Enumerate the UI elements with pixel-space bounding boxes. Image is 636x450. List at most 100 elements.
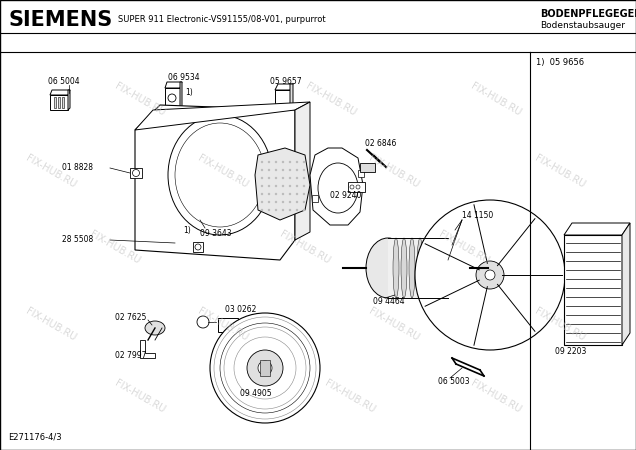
Circle shape (261, 193, 263, 195)
Circle shape (275, 209, 277, 211)
Circle shape (258, 361, 272, 375)
Polygon shape (180, 82, 182, 108)
Text: E271176-4/3: E271176-4/3 (8, 432, 62, 441)
Text: FIX-HUB.RU: FIX-HUB.RU (368, 153, 421, 189)
Circle shape (296, 169, 298, 171)
Circle shape (261, 161, 263, 163)
Text: 09 2203: 09 2203 (555, 347, 586, 356)
Circle shape (356, 185, 360, 189)
Polygon shape (130, 168, 142, 178)
Text: 06 9534: 06 9534 (168, 73, 200, 82)
Circle shape (261, 201, 263, 203)
Polygon shape (135, 102, 310, 130)
Text: FIX-HUB.RU: FIX-HUB.RU (24, 306, 78, 342)
Text: 28 5508: 28 5508 (62, 235, 93, 244)
Polygon shape (622, 223, 630, 345)
Ellipse shape (433, 238, 439, 298)
Text: FIX-HUB.RU: FIX-HUB.RU (469, 81, 523, 117)
Polygon shape (135, 105, 295, 260)
Circle shape (168, 94, 176, 102)
Polygon shape (255, 148, 310, 220)
Circle shape (476, 261, 504, 289)
Text: FIX-HUB.RU: FIX-HUB.RU (24, 153, 78, 189)
Text: 02 9240: 02 9240 (330, 190, 361, 199)
Ellipse shape (425, 238, 431, 298)
Circle shape (289, 177, 291, 179)
Circle shape (282, 161, 284, 163)
Polygon shape (360, 163, 375, 172)
Circle shape (282, 185, 284, 187)
Text: FIX-HUB.RU: FIX-HUB.RU (113, 81, 167, 117)
Circle shape (275, 185, 277, 187)
Circle shape (197, 316, 209, 328)
Text: FIX-HUB.RU: FIX-HUB.RU (469, 378, 523, 414)
Polygon shape (165, 82, 182, 88)
Ellipse shape (441, 238, 447, 298)
Polygon shape (165, 88, 180, 108)
Circle shape (296, 177, 298, 179)
Polygon shape (275, 90, 290, 115)
Circle shape (296, 201, 298, 203)
Ellipse shape (318, 163, 358, 213)
Ellipse shape (168, 115, 272, 235)
Text: 03 0262: 03 0262 (225, 306, 256, 315)
Text: 1): 1) (185, 87, 193, 96)
Circle shape (303, 161, 305, 163)
Circle shape (261, 209, 263, 211)
Text: 06 5004: 06 5004 (48, 77, 80, 86)
Text: 1)  05 9656: 1) 05 9656 (536, 58, 584, 67)
Circle shape (275, 177, 277, 179)
Text: FIX-HUB.RU: FIX-HUB.RU (113, 378, 167, 414)
Circle shape (268, 209, 270, 211)
Polygon shape (564, 235, 622, 345)
Circle shape (303, 185, 305, 187)
Circle shape (303, 169, 305, 171)
Polygon shape (62, 97, 64, 108)
Circle shape (247, 350, 283, 386)
Circle shape (296, 161, 298, 163)
Polygon shape (564, 223, 630, 235)
Circle shape (303, 193, 305, 195)
Circle shape (275, 161, 277, 163)
Circle shape (296, 209, 298, 211)
Circle shape (289, 193, 291, 195)
Circle shape (289, 185, 291, 187)
Circle shape (415, 200, 565, 350)
Text: 09 3643: 09 3643 (200, 229, 232, 238)
Circle shape (296, 185, 298, 187)
Circle shape (282, 193, 284, 195)
Text: SUPER 911 Electronic-VS91155/08-V01, purpurrot: SUPER 911 Electronic-VS91155/08-V01, pur… (118, 15, 326, 24)
Text: FIX-HUB.RU: FIX-HUB.RU (323, 378, 377, 414)
Ellipse shape (417, 238, 423, 298)
Text: 02 7997: 02 7997 (115, 351, 146, 360)
Polygon shape (193, 242, 203, 252)
Ellipse shape (366, 238, 410, 298)
Text: 02 7625: 02 7625 (115, 314, 146, 323)
Circle shape (282, 201, 284, 203)
Polygon shape (295, 102, 310, 240)
Polygon shape (290, 84, 293, 115)
Text: 06 5003: 06 5003 (438, 378, 469, 387)
Circle shape (268, 185, 270, 187)
Circle shape (220, 323, 310, 413)
Text: FIX-HUB.RU: FIX-HUB.RU (533, 153, 586, 189)
Circle shape (275, 169, 277, 171)
Ellipse shape (409, 238, 415, 298)
Text: FIX-HUB.RU: FIX-HUB.RU (196, 153, 249, 189)
Polygon shape (218, 318, 238, 332)
Circle shape (289, 169, 291, 171)
Polygon shape (312, 195, 318, 202)
Circle shape (132, 170, 139, 176)
Text: 05 9657: 05 9657 (270, 76, 301, 86)
Circle shape (289, 161, 291, 163)
Polygon shape (260, 360, 270, 376)
Circle shape (289, 209, 291, 211)
Circle shape (289, 201, 291, 203)
Circle shape (261, 169, 263, 171)
Circle shape (210, 313, 320, 423)
Ellipse shape (145, 321, 165, 335)
Polygon shape (54, 97, 56, 108)
Circle shape (195, 244, 201, 250)
Circle shape (296, 193, 298, 195)
Circle shape (350, 185, 354, 189)
